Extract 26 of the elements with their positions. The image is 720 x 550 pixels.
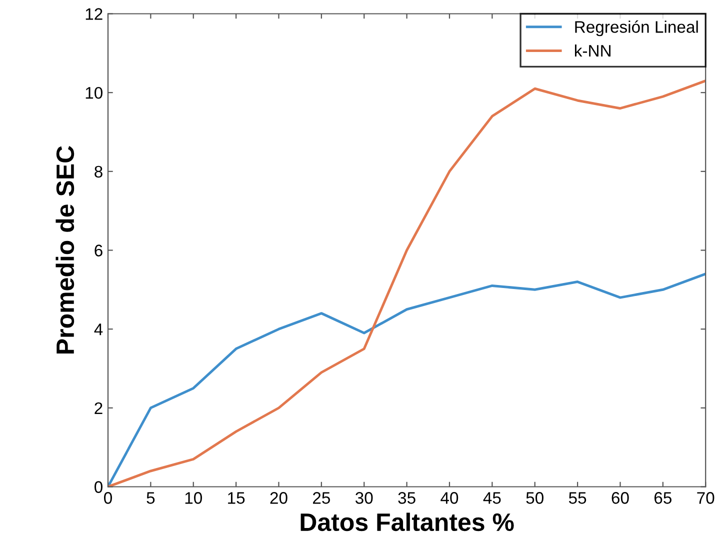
x-tick-label: 5 [146,492,155,504]
x-tick-label: 0 [104,492,112,504]
x-tick-label: 35 [398,492,416,504]
x-tick-label: 25 [313,492,330,504]
x-tick-label: 55 [568,492,586,504]
y-tick-label: 10 [86,86,102,99]
y-tick-label: 8 [94,166,102,178]
y-axis-title: Promedio de SEC [56,146,74,354]
y-tick-label: 0 [94,481,102,493]
y-tick-label: 6 [94,244,102,256]
x-tick-label: 60 [612,492,629,504]
x-tick-label: 70 [697,492,714,504]
y-tick-label: 12 [86,8,102,20]
x-axis-title: Datos Faltantes % [300,512,514,532]
x-tick-label: 50 [526,492,544,504]
legend-label: k-NN [574,44,610,57]
x-tick-label: 30 [355,492,373,504]
legend-label: Regresión Lineal [575,20,698,36]
x-tick-label: 15 [228,492,245,504]
y-tick-label: 2 [94,402,102,414]
x-tick-label: 45 [483,492,501,504]
x-tick-label: 40 [440,492,458,504]
y-tick-label: 4 [94,324,103,336]
x-tick-label: 20 [270,492,288,504]
x-tick-label: 65 [654,492,672,504]
x-tick-label: 10 [185,492,202,504]
